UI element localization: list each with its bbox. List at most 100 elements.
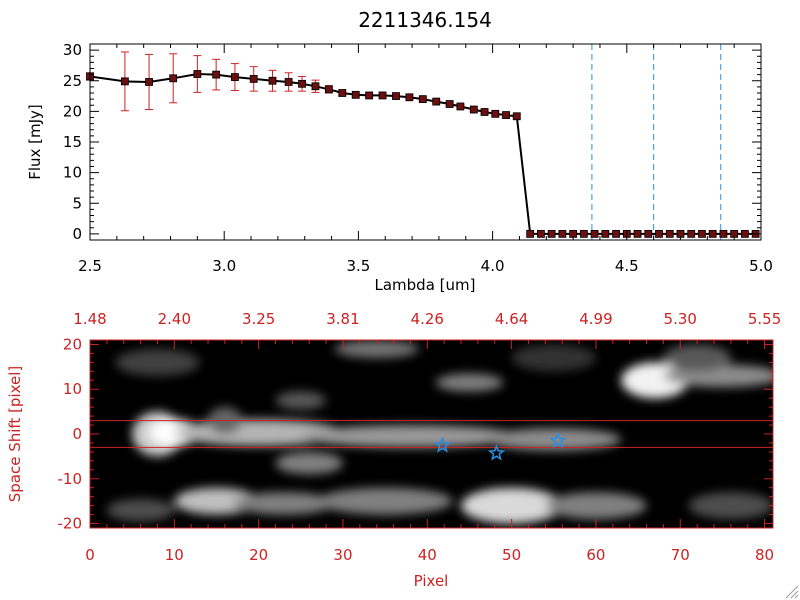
data-point bbox=[298, 79, 306, 88]
space-tick-label: -10 bbox=[58, 470, 83, 488]
x-tick-label: 3.0 bbox=[212, 257, 236, 275]
data-point bbox=[502, 111, 510, 119]
intensity-blob bbox=[115, 348, 200, 376]
space-tick-label: 10 bbox=[63, 380, 82, 398]
data-point bbox=[665, 229, 674, 238]
top-tick-label: 4.64 bbox=[495, 310, 528, 328]
spectrum-image-plot: 0 10 20 30 40 50 60 70 80 1.48 2.40 3.25 3.81 4.26 4.… bbox=[6, 310, 781, 590]
space-shift-axis-label: Space Shift [pixel] bbox=[6, 366, 24, 503]
y-tick-label: 20 bbox=[63, 102, 82, 120]
pixel-tick-label: 20 bbox=[249, 546, 268, 564]
pixel-axis-ticks: 0 10 20 30 40 50 60 70 80 bbox=[85, 519, 774, 564]
star-marker bbox=[549, 431, 567, 449]
x-axis-ticks: 2.5 3.0 3.5 4.0 4.5 5.0 bbox=[78, 44, 773, 275]
data-point bbox=[378, 91, 387, 100]
top-tick-label: 3.81 bbox=[326, 310, 359, 328]
image-intensity bbox=[106, 340, 773, 524]
data-point bbox=[268, 76, 277, 85]
data-point bbox=[719, 229, 728, 238]
data-point bbox=[698, 229, 706, 238]
data-point bbox=[537, 229, 545, 238]
intensity-blob bbox=[300, 425, 521, 448]
data-point bbox=[231, 73, 239, 81]
intensity-blob bbox=[275, 451, 343, 475]
x-tick-label: 2.5 bbox=[78, 257, 102, 275]
x-tick-label: 3.5 bbox=[346, 257, 370, 275]
space-tick-label: 20 bbox=[63, 335, 82, 353]
intensity-blob bbox=[317, 487, 453, 515]
pixel-tick-label: 10 bbox=[165, 546, 184, 564]
intensity-blob bbox=[461, 487, 563, 524]
wavelength-markers bbox=[591, 44, 722, 240]
data-point bbox=[558, 229, 567, 238]
intensity-blob bbox=[688, 492, 773, 520]
data-point bbox=[469, 105, 478, 114]
x-tick-label: 4.5 bbox=[615, 257, 639, 275]
space-tick-label: -20 bbox=[58, 515, 83, 533]
data-point bbox=[601, 229, 610, 238]
x-tick-label: 5.0 bbox=[749, 257, 773, 275]
wavelength-top-axis-ticks: 1.48 2.40 3.25 3.81 4.26 4.64 4.99 5.30 5.55 bbox=[73, 310, 781, 349]
pixel-tick-label: 50 bbox=[502, 546, 521, 564]
data-point bbox=[633, 229, 642, 238]
data-point bbox=[512, 112, 521, 121]
data-point bbox=[480, 108, 489, 116]
data-point bbox=[120, 77, 129, 86]
data-point bbox=[392, 92, 400, 100]
data-point bbox=[418, 95, 427, 104]
data-point bbox=[212, 70, 221, 79]
top-tick-label: 1.48 bbox=[73, 310, 106, 328]
data-point bbox=[351, 90, 360, 99]
y-axis-ticks: 0 5 10 15 20 25 30 bbox=[63, 41, 761, 243]
data-point bbox=[644, 229, 653, 238]
data-point bbox=[284, 78, 293, 86]
data-point bbox=[249, 75, 258, 83]
intensity-blob bbox=[511, 344, 596, 372]
data-point bbox=[740, 229, 749, 238]
star-markers bbox=[433, 431, 567, 461]
chart-title: 2211346.154 bbox=[358, 8, 492, 32]
intensity-blob bbox=[545, 492, 647, 520]
top-tick-label: 2.40 bbox=[158, 310, 191, 328]
spectrum-plot-frame bbox=[89, 43, 762, 241]
intensity-blob bbox=[435, 373, 504, 392]
data-point bbox=[445, 100, 454, 108]
spectrum-plot: 2211346.154 2.5 3.0 3.5 4.0 4.5 5.0 051015202… bbox=[26, 8, 773, 294]
pixel-tick-label: 60 bbox=[586, 546, 605, 564]
data-point bbox=[169, 74, 178, 83]
y-axis-label: Flux [mJy] bbox=[26, 104, 44, 180]
top-tick-label: 3.25 bbox=[242, 310, 275, 328]
pixel-axis-label: Pixel bbox=[414, 572, 449, 590]
pixel-tick-label: 70 bbox=[671, 546, 690, 564]
y-tick-label: 0 bbox=[72, 225, 82, 243]
pixel-tick-label: 30 bbox=[333, 546, 352, 564]
data-point bbox=[547, 229, 556, 238]
y-tick-label: 30 bbox=[63, 41, 82, 59]
data-point bbox=[579, 229, 588, 238]
data-point bbox=[193, 70, 202, 78]
star-marker bbox=[487, 444, 506, 461]
pixel-tick-label: 80 bbox=[755, 546, 774, 564]
x-tick-label: 4.0 bbox=[481, 257, 505, 275]
resize-grip-icon[interactable] bbox=[785, 585, 799, 599]
top-tick-label: 5.30 bbox=[664, 310, 697, 328]
data-point bbox=[687, 229, 696, 238]
top-tick-label: 5.55 bbox=[748, 310, 781, 328]
intensity-blob bbox=[663, 344, 731, 372]
extraction-aperture-lines bbox=[90, 420, 773, 448]
data-point bbox=[708, 229, 717, 238]
top-tick-label: 4.99 bbox=[579, 310, 612, 328]
star-marker bbox=[433, 436, 452, 453]
intensity-blob bbox=[174, 487, 259, 515]
data-point bbox=[405, 93, 414, 102]
intensity-blob bbox=[275, 391, 327, 410]
data-point bbox=[655, 229, 663, 238]
data-point bbox=[456, 102, 465, 111]
pixel-tick-label: 40 bbox=[418, 546, 437, 564]
pixel-tick-label: 0 bbox=[85, 546, 95, 564]
intensity-blob bbox=[233, 492, 335, 515]
data-point bbox=[365, 91, 374, 100]
data-point bbox=[432, 97, 441, 106]
y-tick-label: 25 bbox=[63, 72, 82, 90]
y-tick-label: 15 bbox=[63, 133, 82, 151]
